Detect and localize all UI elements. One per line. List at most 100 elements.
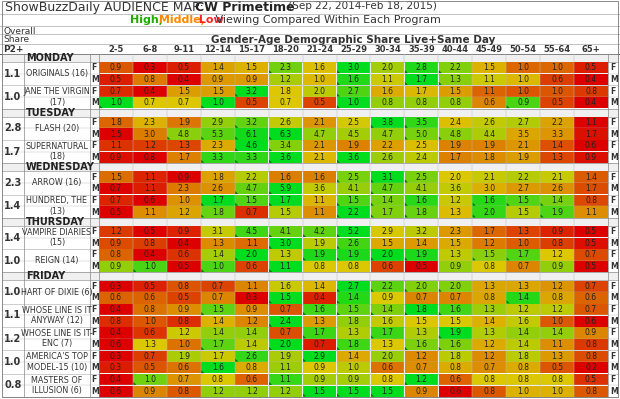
Bar — [472, 140, 506, 151]
Text: 3.2: 3.2 — [415, 227, 427, 236]
Text: 1.6: 1.6 — [314, 305, 326, 314]
Text: 1.7: 1.7 — [280, 196, 291, 205]
Text: 1.7: 1.7 — [450, 153, 461, 162]
Text: M: M — [610, 184, 618, 193]
Text: FLASH (20): FLASH (20) — [35, 124, 79, 133]
Text: 1.9: 1.9 — [347, 251, 360, 259]
Bar — [371, 292, 404, 304]
Bar — [541, 249, 574, 261]
Text: M: M — [91, 98, 99, 107]
Text: 1.1: 1.1 — [246, 239, 258, 248]
Bar — [507, 183, 540, 194]
Text: (13): (13) — [49, 207, 65, 216]
Text: M: M — [91, 153, 99, 162]
Bar — [201, 304, 234, 315]
Bar — [235, 117, 268, 128]
Text: 0.7: 0.7 — [144, 98, 156, 107]
Bar — [167, 140, 201, 151]
Bar — [371, 206, 404, 217]
Polygon shape — [337, 160, 340, 163]
Text: 0.9: 0.9 — [585, 328, 597, 338]
Text: 0.6: 0.6 — [110, 387, 122, 396]
Polygon shape — [507, 257, 510, 260]
Bar — [438, 152, 472, 163]
Text: 0.6: 0.6 — [110, 293, 122, 302]
Text: 1.2: 1.2 — [178, 328, 190, 338]
Bar — [337, 339, 370, 350]
Bar — [438, 226, 472, 237]
Text: 1.9: 1.9 — [483, 141, 495, 150]
Text: 0.9: 0.9 — [211, 75, 224, 84]
Bar — [541, 117, 574, 128]
Bar — [201, 316, 234, 327]
Text: 3.0: 3.0 — [144, 130, 156, 138]
Bar — [201, 226, 234, 237]
Bar — [269, 374, 303, 385]
Text: 0.8: 0.8 — [483, 293, 495, 302]
Bar — [472, 172, 506, 183]
Text: 1.0: 1.0 — [144, 317, 156, 326]
Bar — [371, 226, 404, 237]
Bar — [574, 385, 608, 397]
Text: Gender-Age Demographic Share Live+Same Day: Gender-Age Demographic Share Live+Same D… — [211, 35, 495, 45]
Bar — [133, 292, 167, 304]
Text: M: M — [610, 387, 618, 396]
Bar — [472, 62, 506, 73]
Bar — [472, 261, 506, 272]
Bar — [405, 183, 438, 194]
Text: 1.5: 1.5 — [280, 293, 291, 302]
Text: 1.8: 1.8 — [450, 352, 461, 361]
Text: M: M — [610, 363, 618, 372]
Bar — [235, 85, 268, 97]
Polygon shape — [541, 203, 544, 206]
Bar — [167, 97, 201, 109]
Bar — [235, 316, 268, 327]
Text: F: F — [91, 352, 96, 361]
Bar — [269, 128, 303, 140]
Text: 1.4: 1.4 — [517, 293, 529, 302]
Text: ENC (7): ENC (7) — [42, 340, 72, 348]
Text: 55-64: 55-64 — [544, 45, 570, 54]
Text: 0.4: 0.4 — [178, 239, 190, 248]
Text: 1.8: 1.8 — [110, 118, 122, 127]
Text: 1.6: 1.6 — [280, 282, 291, 291]
Text: VAMPIRE DIARIES: VAMPIRE DIARIES — [22, 228, 92, 237]
Text: F: F — [610, 172, 615, 182]
Text: 0.4: 0.4 — [110, 305, 122, 314]
Bar — [541, 128, 574, 140]
Bar — [472, 351, 506, 362]
Text: 4.1: 4.1 — [415, 184, 427, 193]
Polygon shape — [507, 300, 510, 303]
Text: 1.5: 1.5 — [483, 251, 495, 259]
Text: 1.2: 1.2 — [415, 352, 427, 361]
Text: 0.8: 0.8 — [551, 239, 563, 248]
Bar — [574, 316, 608, 327]
Text: F: F — [610, 328, 615, 338]
Text: 2.3: 2.3 — [212, 141, 224, 150]
Text: M: M — [91, 75, 99, 84]
Text: 4.8: 4.8 — [178, 130, 190, 138]
Bar — [235, 74, 268, 85]
Text: ARROW (16): ARROW (16) — [32, 178, 82, 188]
Bar — [405, 140, 438, 151]
Text: 1.0: 1.0 — [144, 375, 156, 384]
Text: 2.0: 2.0 — [483, 207, 495, 217]
Text: 1.1: 1.1 — [585, 207, 597, 217]
Bar — [99, 195, 133, 206]
Polygon shape — [405, 257, 408, 260]
Text: 0.8: 0.8 — [585, 352, 597, 361]
Text: 0.6: 0.6 — [246, 262, 258, 271]
Text: 0.5: 0.5 — [585, 239, 597, 248]
Bar — [303, 226, 336, 237]
Bar — [541, 327, 574, 338]
Bar — [99, 97, 133, 109]
Bar — [167, 261, 201, 272]
Text: 0.8: 0.8 — [144, 75, 156, 84]
Text: 0.7: 0.7 — [585, 282, 597, 291]
Bar — [133, 351, 167, 362]
Text: F: F — [91, 282, 96, 291]
Text: 0.4: 0.4 — [110, 328, 122, 338]
Bar — [201, 74, 234, 85]
Bar — [472, 292, 506, 304]
Text: 1.0: 1.0 — [212, 262, 224, 271]
